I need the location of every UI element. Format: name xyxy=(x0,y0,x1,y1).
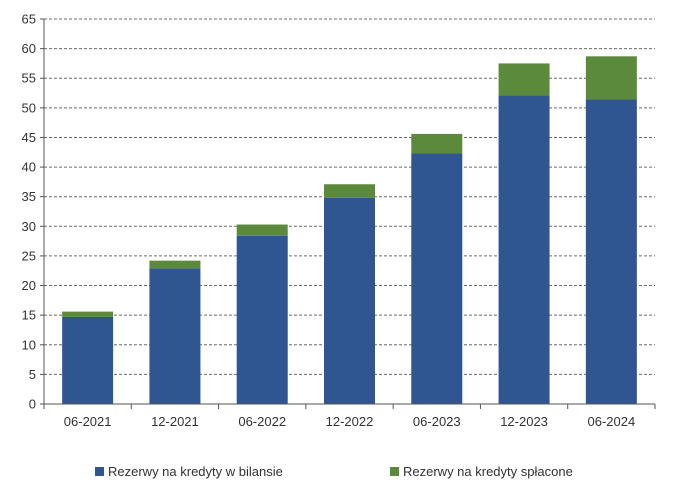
y-tick-label: 35 xyxy=(22,189,36,204)
legend-label-bilansie: Rezerwy na kredyty w bilansie xyxy=(108,464,283,479)
bar-segment-bilansie xyxy=(236,235,288,404)
bar-segment-bilansie xyxy=(62,316,114,404)
y-tick-label: 20 xyxy=(22,278,36,293)
y-tick-label: 15 xyxy=(22,308,36,323)
x-tick-label: 12-2023 xyxy=(500,414,548,429)
legend: Rezerwy na kredyty w bilansie Rezerwy na… xyxy=(0,464,677,484)
y-tick-label: 30 xyxy=(22,219,36,234)
y-axis-ticks: 0 5 10 15 20 25 30 35 40 45 50 55 60 65 xyxy=(22,12,36,412)
y-tick-label: 25 xyxy=(22,248,36,263)
bar-segment-bilansie xyxy=(498,95,550,405)
legend-swatch-splacone xyxy=(390,467,399,476)
y-tick-label: 0 xyxy=(29,397,36,412)
bar-segment-bilansie xyxy=(324,197,375,404)
stacked-bar-chart: 0 5 10 15 20 25 30 35 40 45 50 55 60 65 06-2021 12-202… xyxy=(22,12,656,429)
bar-segment-splacone xyxy=(149,260,201,269)
bar-segment-splacone xyxy=(585,56,637,100)
y-tick-label: 60 xyxy=(22,41,36,56)
x-tick-label: 12-2021 xyxy=(151,414,199,429)
y-tick-label: 40 xyxy=(22,160,36,175)
y-tick-label: 10 xyxy=(22,337,36,352)
bar-segment-bilansie xyxy=(411,153,463,404)
bars xyxy=(62,56,637,405)
bar-segment-bilansie xyxy=(149,268,201,404)
y-tick-label: 55 xyxy=(22,71,36,86)
bar-segment-splacone xyxy=(236,224,288,236)
legend-label-splacone: Rezerwy na kredyty spłacone xyxy=(403,464,573,479)
y-tick-label: 65 xyxy=(22,12,36,27)
legend-swatch-bilansie xyxy=(95,467,104,476)
x-axis-ticks: 06-2021 12-2021 06-2022 12-2022 06-2023 12-20… xyxy=(64,414,635,429)
axes xyxy=(40,18,656,409)
legend-item-bilansie: Rezerwy na kredyty w bilansie xyxy=(95,464,283,479)
bar-segment-bilansie xyxy=(585,99,637,405)
legend-item-splacone: Rezerwy na kredyty spłacone xyxy=(390,464,573,479)
bar-segment-splacone xyxy=(62,311,114,317)
x-tick-label: 12-2022 xyxy=(326,414,374,429)
y-tick-label: 50 xyxy=(22,100,36,115)
x-tick-label: 06-2024 xyxy=(587,414,635,429)
y-tick-label: 45 xyxy=(22,130,36,145)
bar-segment-splacone xyxy=(324,184,375,198)
x-tick-label: 06-2021 xyxy=(64,414,112,429)
x-tick-label: 06-2022 xyxy=(238,414,286,429)
bar-segment-splacone xyxy=(498,63,550,96)
bar-segment-splacone xyxy=(411,133,463,154)
x-tick-label: 06-2023 xyxy=(413,414,461,429)
y-tick-label: 5 xyxy=(29,367,36,382)
